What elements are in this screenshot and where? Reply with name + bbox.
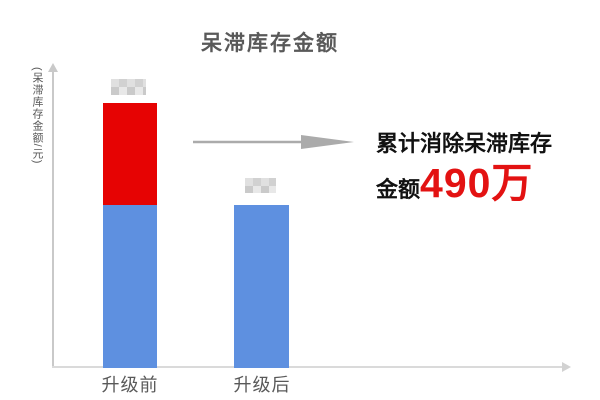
x-axis-line — [52, 366, 564, 368]
bar-after-upgrade — [234, 205, 289, 368]
category-label-after: 升级后 — [233, 375, 291, 395]
annotation-line2-label: 金额 — [376, 177, 421, 202]
bar-segment-remaining — [234, 205, 289, 368]
annotation-line2: 金额 490万 — [376, 163, 591, 204]
annotation-block: 累计消除呆滞库存 金额 490万 — [376, 126, 591, 204]
bar-before-upgrade — [103, 103, 157, 368]
y-axis-line — [52, 72, 54, 368]
y-axis-arrow-icon — [48, 63, 58, 72]
pointer-arrow-icon — [193, 135, 354, 149]
chart-title: 呆滞库存金额 — [201, 32, 339, 55]
bar-segment-eliminated — [103, 103, 157, 205]
annotation-line1: 累计消除呆滞库存 — [376, 131, 553, 156]
bar-segment-remaining — [103, 205, 157, 368]
data-label-redacted-before — [111, 79, 146, 95]
annotation-value: 490万 — [420, 160, 534, 206]
category-label-before: 升级前 — [101, 375, 159, 395]
x-axis-arrow-icon — [562, 362, 571, 372]
data-label-redacted-after — [245, 178, 276, 193]
y-axis-label: (呆滞库存金额/元) — [31, 67, 43, 165]
